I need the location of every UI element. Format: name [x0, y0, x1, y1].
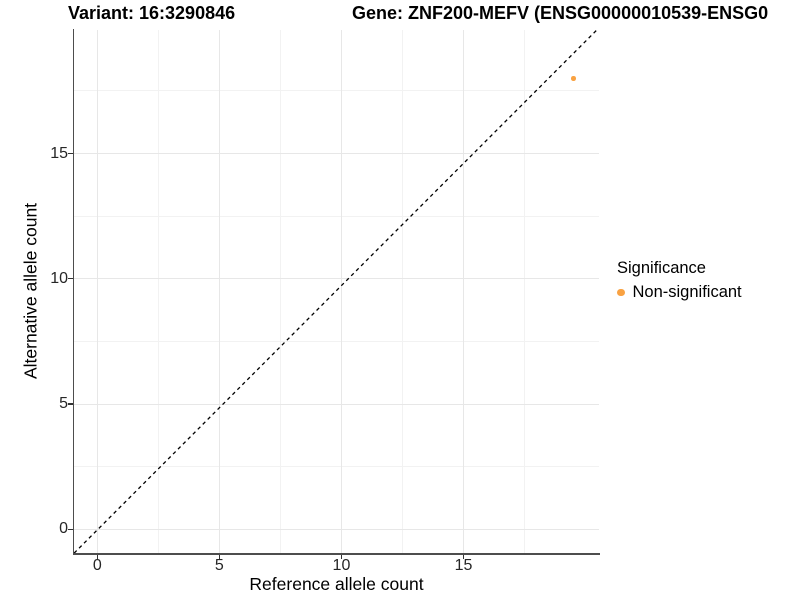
- gridline-minor-horizontal: [74, 466, 599, 468]
- y-tick-label: 5: [59, 395, 68, 413]
- y-axis-line: [72, 29, 75, 554]
- legend: Significance Non-significant: [617, 259, 742, 302]
- x-tick-mark: [340, 554, 343, 559]
- gridline-minor-vertical: [524, 30, 526, 553]
- gridline-minor-horizontal: [74, 215, 599, 217]
- y-tick-mark: [68, 403, 73, 405]
- gridline-major-horizontal: [74, 278, 599, 280]
- legend-title: Significance: [617, 259, 706, 277]
- gridline-major-vertical: [218, 30, 220, 553]
- gridline-major-horizontal: [74, 403, 599, 405]
- gridline-major-vertical: [96, 30, 98, 553]
- y-tick-label: 0: [59, 520, 68, 538]
- y-tick-mark: [68, 152, 73, 155]
- gridline-major-vertical: [463, 30, 464, 553]
- x-axis-title: Reference allele count: [249, 574, 424, 594]
- x-tick-mark: [96, 554, 98, 559]
- x-tick-mark: [462, 554, 465, 559]
- x-tick-label: 0: [92, 557, 102, 574]
- legend-item-label: Non-significant: [632, 283, 742, 301]
- gene-title: Gene: ZNF200-MEFV (ENSG00000010539-ENSG0: [352, 3, 769, 23]
- gridline-minor-horizontal: [74, 90, 599, 92]
- gridline-minor-vertical: [157, 30, 159, 553]
- x-axis-line: [72, 553, 600, 555]
- plot-panel: [73, 29, 599, 554]
- x-tick-mark: [218, 554, 221, 559]
- data-point: [571, 76, 576, 81]
- gridline-minor-vertical: [401, 30, 403, 553]
- gridline-major-horizontal: [74, 528, 599, 530]
- y-tick-label: 10: [50, 269, 68, 287]
- point-marker-icon: [617, 288, 625, 297]
- x-tick-label: 5: [214, 557, 224, 574]
- y-axis-title: Alternative allele count: [20, 202, 41, 380]
- gridline-major-horizontal: [74, 153, 599, 155]
- gridline-minor-horizontal: [74, 340, 599, 342]
- x-tick-label: 10: [332, 557, 351, 574]
- identity-line: [73, 29, 598, 554]
- y-tick-mark: [68, 278, 73, 280]
- variant-title: Variant: 16:3290846: [68, 3, 236, 23]
- gridline-major-vertical: [340, 30, 342, 553]
- y-tick-mark: [68, 528, 73, 531]
- gridline-minor-vertical: [279, 30, 281, 553]
- legend-item-non-significant: Non-significant: [617, 283, 742, 302]
- x-tick-label: 15: [454, 557, 473, 574]
- y-tick-label: 15: [50, 144, 68, 162]
